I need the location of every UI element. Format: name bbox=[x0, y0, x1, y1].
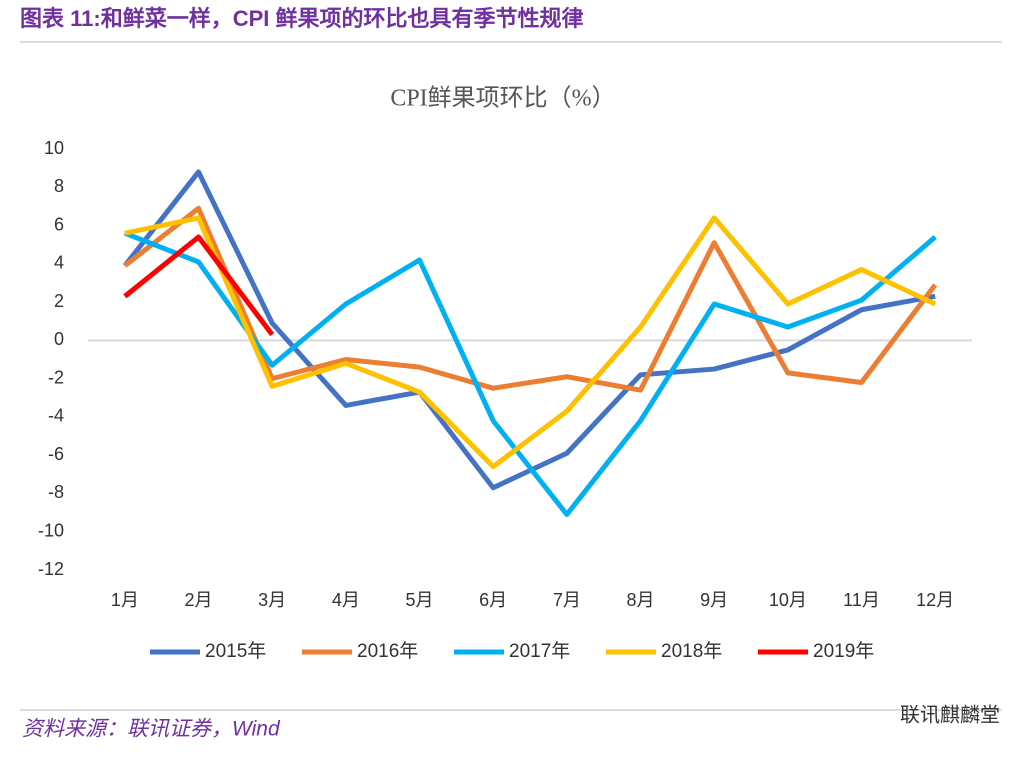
x-tick-label: 3月 bbox=[258, 590, 286, 610]
x-tick-label: 5月 bbox=[405, 590, 433, 610]
y-tick-label: 6 bbox=[54, 214, 64, 234]
legend-label: 2015年 bbox=[205, 640, 266, 662]
x-tick-label: 10月 bbox=[769, 590, 807, 610]
y-tick-label: -12 bbox=[38, 559, 64, 579]
header: 图表 11:和鲜菜一样，CPI 鲜果项的环比也具有季节性规律 bbox=[20, 6, 583, 31]
y-tick-label: 8 bbox=[54, 176, 64, 196]
x-tick-label: 11月 bbox=[843, 590, 880, 610]
x-tick-label: 6月 bbox=[479, 590, 507, 610]
series-line bbox=[124, 215, 937, 470]
y-tick-label: -8 bbox=[48, 482, 64, 502]
x-tick-label: 4月 bbox=[332, 590, 360, 610]
y-tick-label: -4 bbox=[48, 406, 64, 426]
y-tick-label: 4 bbox=[54, 253, 64, 273]
x-tick-label: 1月 bbox=[111, 590, 139, 610]
y-tick-label: 10 bbox=[44, 138, 64, 158]
x-tick-label: 2月 bbox=[184, 590, 212, 610]
legend-label: 2017年 bbox=[509, 640, 570, 662]
y-tick-label: -6 bbox=[48, 444, 64, 464]
series-line bbox=[123, 234, 275, 337]
legend-label: 2018年 bbox=[661, 640, 722, 662]
x-tick-label: 12月 bbox=[916, 590, 954, 610]
y-tick-label: -2 bbox=[48, 367, 64, 387]
legend-label: 2019年 bbox=[813, 640, 874, 662]
y-tick-label: 2 bbox=[54, 291, 64, 311]
series-line bbox=[123, 230, 937, 518]
source: 资料来源：联讯证券，Wind bbox=[22, 718, 281, 741]
legend-label: 2016年 bbox=[357, 640, 418, 662]
x-tick-label: 7月 bbox=[553, 590, 581, 610]
watermark: 联讯麒麟堂 bbox=[900, 703, 1000, 726]
x-tick-label: 8月 bbox=[626, 590, 654, 610]
y-tick-label: -10 bbox=[38, 520, 64, 540]
chart-title: CPI鲜果项环比（%） bbox=[390, 85, 615, 112]
x-tick-label: 9月 bbox=[700, 590, 728, 610]
y-tick-label: 0 bbox=[54, 329, 64, 349]
